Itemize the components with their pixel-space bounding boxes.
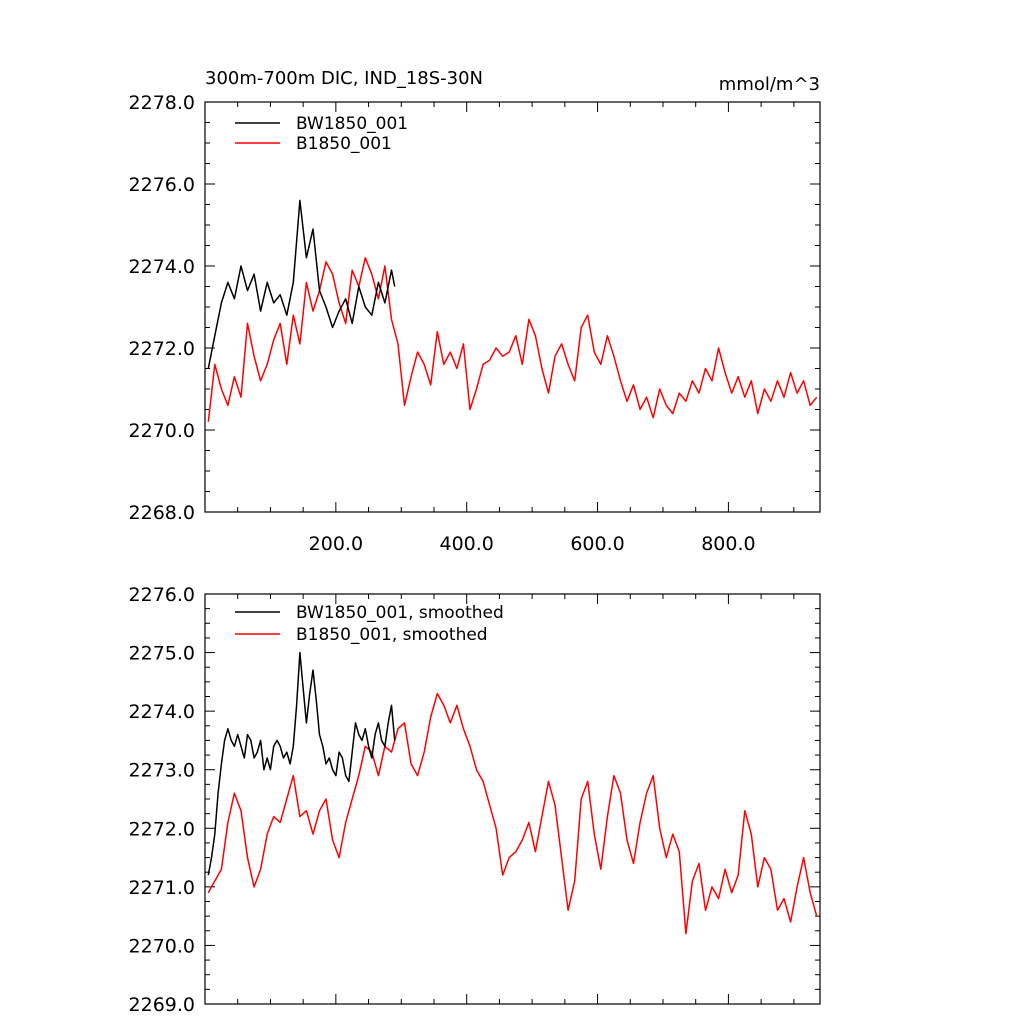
bottom-legend-label-b: B1850_001, smoothed — [296, 625, 488, 645]
top-series-group — [207, 199, 818, 422]
bottom-x-axis — [237, 594, 795, 1004]
top-y-tick-label: 2274.0 — [129, 256, 195, 278]
top-y-tick-label: 2268.0 — [129, 502, 195, 524]
top-legend: BW1850_001 B1850_001 — [235, 114, 408, 154]
top-series-line-bw1850 — [207, 199, 396, 369]
bottom-y-tick-label: 2273.0 — [129, 760, 195, 782]
bottom-y-tick-label: 2275.0 — [129, 643, 195, 665]
top-plot-frame — [204, 101, 821, 513]
top-legend-label-bw: BW1850_001 — [296, 114, 408, 134]
bottom-y-tick-label: 2274.0 — [129, 701, 195, 723]
top-chart-title: 300m-700m DIC, IND_18S-30N — [205, 68, 483, 89]
top-y-axis: 2268.0 2270.0 2272.0 2274.0 2276.0 2278.0 — [129, 92, 820, 524]
bottom-y-tick-label: 2272.0 — [129, 818, 195, 840]
top-y-tick-label: 2272.0 — [129, 338, 195, 360]
top-y-tick-label: 2278.0 — [129, 92, 195, 114]
top-x-tick-label: 200.0 — [309, 533, 363, 555]
bottom-legend: BW1850_001, smoothed B1850_001, smoothed — [235, 603, 504, 645]
top-y-tick-label: 2276.0 — [129, 174, 195, 196]
bottom-series-group — [207, 651, 818, 935]
bottom-legend-label-bw: BW1850_001, smoothed — [296, 603, 504, 623]
bottom-series-line-bw1850 — [207, 651, 396, 876]
top-y-tick-label: 2270.0 — [129, 420, 195, 442]
top-x-tick-label: 400.0 — [439, 533, 493, 555]
bottom-y-tick-label: 2269.0 — [129, 994, 195, 1016]
bottom-y-tick-label: 2270.0 — [129, 935, 195, 957]
top-panel: 300m-700m DIC, IND_18S-30N mmol/m^3 2268… — [129, 68, 821, 555]
bottom-y-tick-label: 2276.0 — [129, 584, 195, 606]
bottom-panel: 2269.0 2270.0 2271.0 2272.0 2273.0 2274.0 2275… — [129, 584, 821, 1016]
bottom-y-tick-label: 2271.0 — [129, 877, 195, 899]
top-x-tick-label: 600.0 — [570, 533, 624, 555]
top-chart-units: mmol/m^3 — [719, 74, 820, 95]
top-legend-label-b: B1850_001 — [296, 134, 392, 154]
top-series-line-b1850 — [207, 257, 818, 422]
bottom-series-line-b1850 — [207, 692, 818, 935]
bottom-y-axis: 2269.0 2270.0 2271.0 2272.0 2273.0 2274.0 2275… — [129, 584, 820, 1016]
top-x-tick-label: 800.0 — [701, 533, 755, 555]
top-x-axis: 200.0 400.0 600.0 800.0 — [237, 102, 795, 555]
